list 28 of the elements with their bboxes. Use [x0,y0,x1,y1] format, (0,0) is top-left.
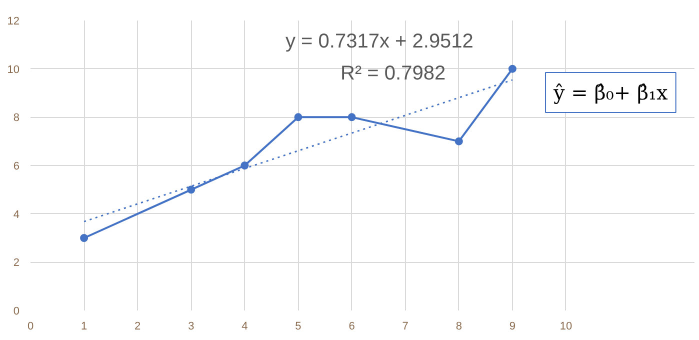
x-tick-label: 6 [348,320,355,332]
x-tick-label: 5 [295,320,302,332]
x-tick-label: 1 [80,320,88,332]
y-tick-label: 8 [13,112,20,124]
x-tick-label: 9 [509,320,516,332]
point [508,64,516,73]
y-tick-label: 6 [13,160,20,172]
annotation: ŷ = β̂₀+ β̂₁x [552,80,669,104]
point [240,162,249,170]
x-tick-label: 2 [134,320,141,332]
x-tick-label: 8 [456,320,462,332]
x-tick-label: 4 [242,320,248,332]
y-tick-label: 0 [13,306,20,318]
y-tick-label: 10 [7,64,20,76]
annotation: y = 0.7317x + 2.9512 [286,30,474,52]
x-tick-label: 3 [188,320,194,332]
annotation: R² = 0.7982 [340,62,446,84]
point [348,113,356,122]
y-tick-label: 4 [13,208,20,221]
point [294,113,302,122]
y-tick-label: 12 [7,16,20,28]
y-tick-label: 2 [13,257,20,270]
point [454,137,463,146]
x-tick-label: 10 [560,320,572,332]
x-tick-label: 7 [402,320,408,332]
point [187,186,196,194]
x-tick-label: 0 [27,320,34,332]
point [80,234,88,242]
